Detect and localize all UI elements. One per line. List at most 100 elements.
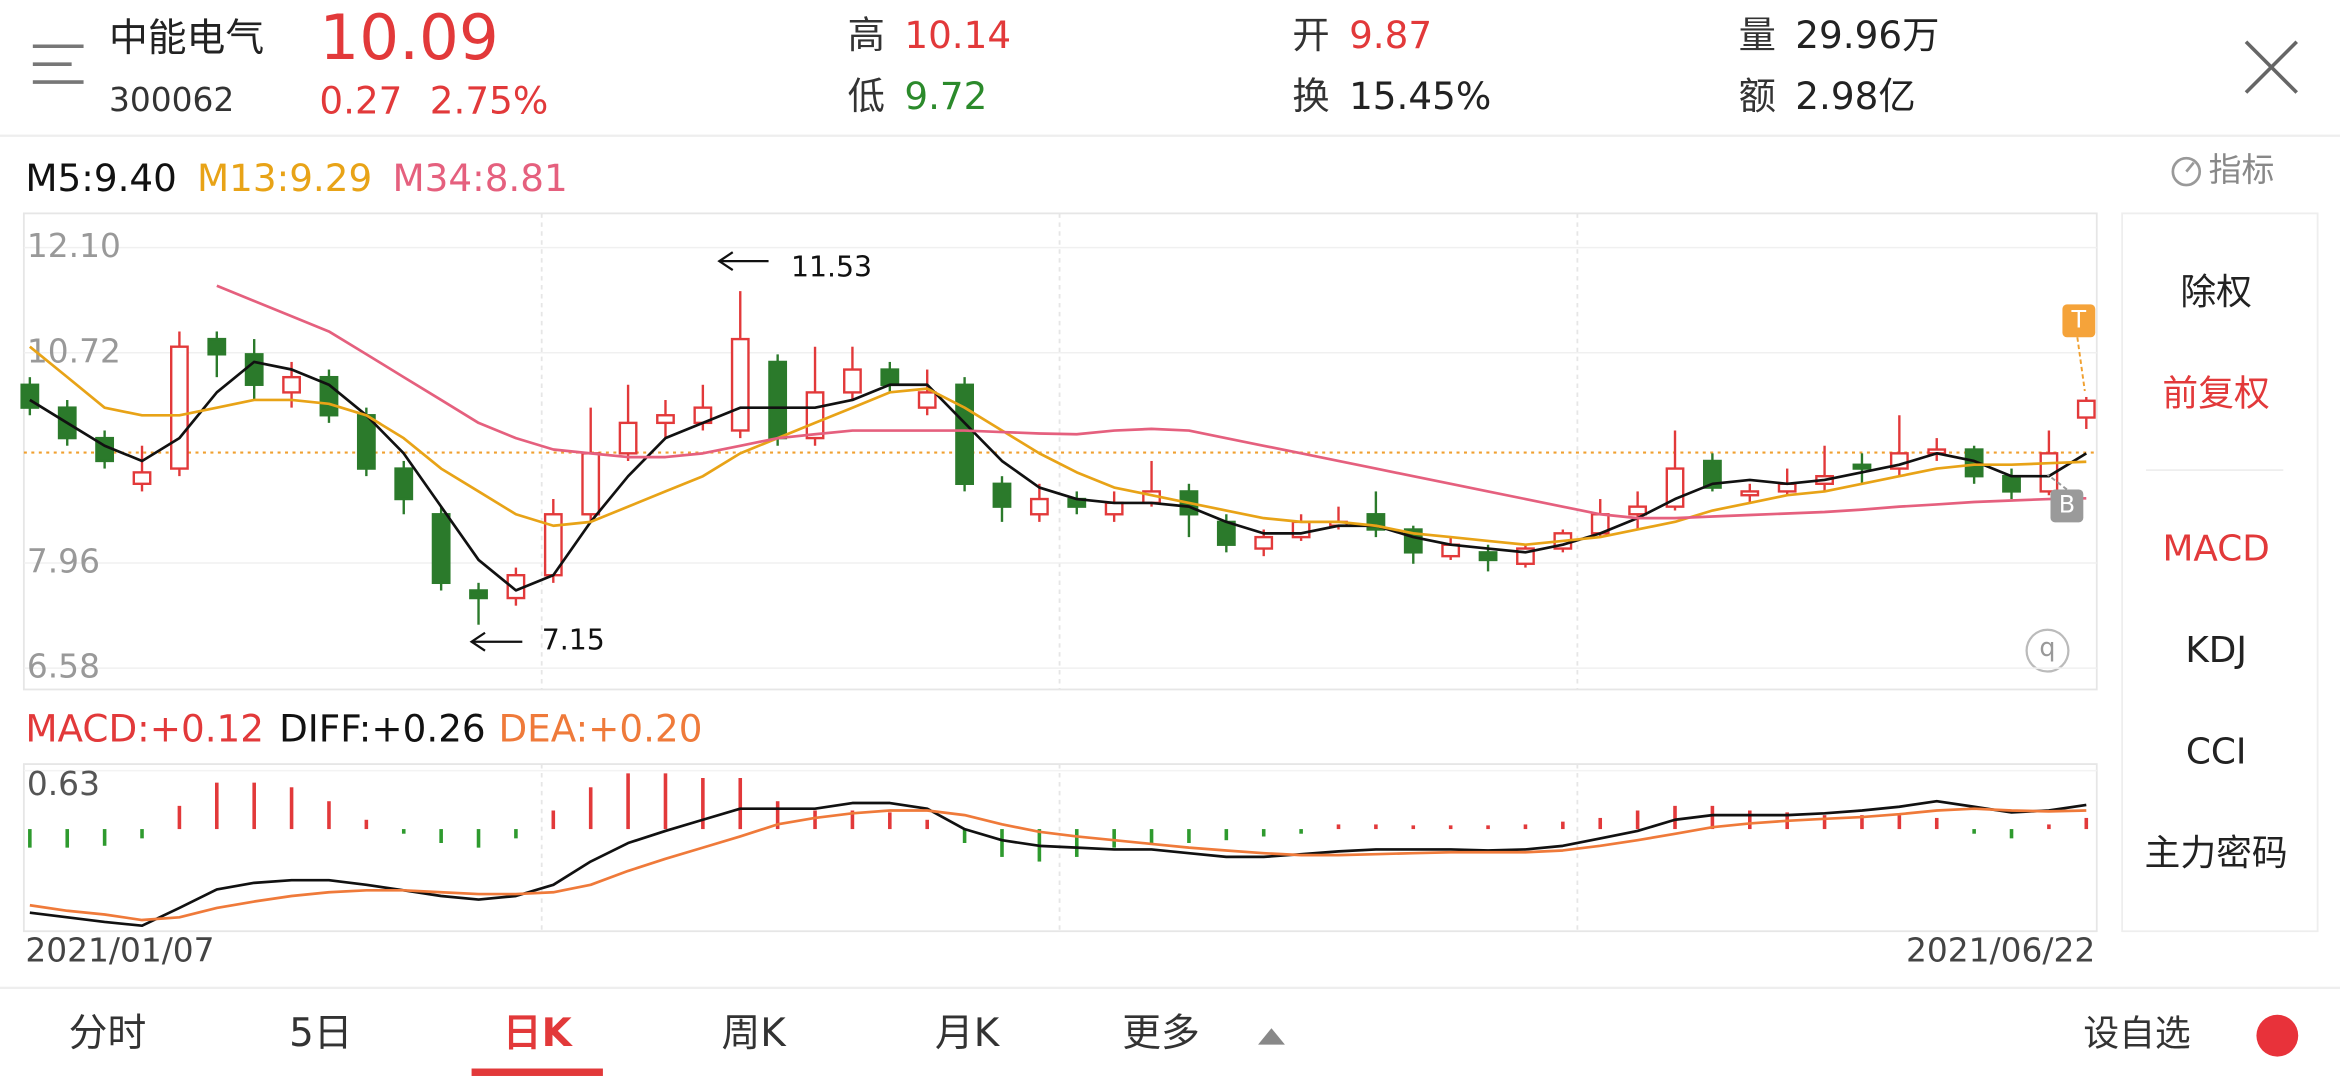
candle-body — [581, 452, 601, 516]
candle-body — [2076, 399, 2096, 419]
candle-body — [1104, 501, 1124, 516]
macd-legend: MACD:+0.12 — [25, 707, 264, 751]
marker-t — [2062, 304, 2096, 338]
candle-body — [170, 345, 189, 470]
stat-label: 换 — [1292, 74, 1329, 118]
stock-code: 300062 — [109, 81, 234, 119]
indicator-button[interactable]: 指标 — [2171, 151, 2275, 189]
stat-label: 高 — [848, 13, 885, 57]
marker-t-label: T — [2071, 305, 2087, 333]
side-menu-item[interactable]: MACD — [2162, 529, 2269, 570]
x-date-label: 2021/01/07 — [25, 932, 214, 970]
y-tick-label: 7.96 — [27, 543, 100, 581]
candle-body — [955, 383, 975, 485]
tab[interactable]: 分时 — [69, 1011, 147, 1056]
side-menu-item[interactable]: KDJ — [2185, 630, 2247, 671]
candle-body — [730, 337, 750, 432]
stat-value: 2.98亿 — [1795, 74, 1915, 118]
ma-line — [29, 360, 2088, 592]
gauge-needle — [2185, 161, 2195, 173]
candle-body — [805, 391, 825, 440]
candle-body — [356, 414, 376, 470]
candle-body — [1702, 459, 1722, 489]
ma-legend: M13:9.29 — [197, 156, 372, 200]
annotation-arrowhead — [469, 631, 486, 652]
stat-label: 额 — [1739, 74, 1776, 118]
zoom-circle — [2025, 628, 2070, 673]
candle-body — [282, 375, 301, 394]
candle-body — [618, 421, 638, 455]
tab[interactable]: 月K — [935, 1011, 1001, 1056]
macd-line — [29, 799, 2087, 928]
ma-line — [28, 345, 2087, 547]
ma-line — [216, 284, 2087, 520]
stat-label: 开 — [1292, 13, 1329, 57]
x-date-label: 2021/06/22 — [1906, 932, 2095, 970]
candle-body — [1478, 551, 1498, 562]
candle-body — [2002, 474, 2021, 493]
marker-link — [2046, 473, 2068, 491]
side-menu-item[interactable]: 前复权 — [2162, 373, 2269, 414]
macd-legend: DIFF:+0.26 — [279, 707, 486, 751]
watchlist-button[interactable]: 设自选 — [2083, 1014, 2190, 1055]
tab[interactable]: 周K — [722, 1011, 788, 1056]
side-menu-item[interactable]: 除权 — [2180, 272, 2252, 313]
candle-body — [431, 513, 451, 585]
stat-value: 10.14 — [904, 13, 1011, 57]
ma-legend: M34:8.81 — [392, 156, 567, 200]
macd-legend: DEA:+0.20 — [498, 707, 702, 751]
record-button[interactable] — [2256, 1014, 2299, 1057]
price-change: 0.27 — [319, 78, 402, 122]
candle-body — [1291, 520, 1311, 539]
tab-underline — [471, 1068, 603, 1076]
stat-label: 低 — [848, 74, 885, 118]
macd-line — [29, 807, 2087, 922]
indicator-label: 指标 — [2209, 151, 2275, 189]
candle-body — [394, 467, 414, 501]
candle-body — [469, 589, 488, 600]
marker-b — [2050, 489, 2084, 523]
price-change-pct: 2.75% — [430, 78, 548, 122]
candle-body — [1029, 497, 1049, 516]
candle-body — [207, 337, 227, 356]
marker-b-label: B — [2059, 490, 2075, 518]
stock-name: 中能电气 — [109, 16, 264, 61]
candle-body — [1852, 463, 1872, 470]
candle-body — [1964, 448, 1984, 478]
tab[interactable]: 日K — [503, 1011, 574, 1056]
stock-price: 10.09 — [319, 1, 498, 74]
close-button[interactable] — [2244, 40, 2298, 94]
tab[interactable]: 更多 — [1122, 1011, 1200, 1056]
more-arrow — [1258, 1028, 1285, 1045]
y-tick-label: 6.58 — [27, 648, 100, 686]
annotation-label: 7.15 — [542, 624, 605, 657]
tab[interactable]: 5日 — [289, 1011, 352, 1056]
menu-icon[interactable] — [32, 44, 84, 84]
candle-body — [1216, 520, 1236, 546]
candle-body — [244, 353, 264, 386]
stat-value: 29.96万 — [1795, 13, 1939, 57]
marker-link — [2076, 337, 2086, 392]
candle-body — [656, 414, 675, 425]
zoom-glyph: q — [2039, 632, 2055, 662]
candle-body — [880, 368, 900, 386]
candle-body — [768, 360, 788, 440]
annotation-label: 11.53 — [791, 251, 872, 284]
side-menu-item[interactable]: CCI — [2186, 732, 2247, 773]
candle-body — [1254, 535, 1274, 550]
side-menu-panel — [2121, 212, 2319, 933]
stat-value: 9.72 — [904, 74, 987, 118]
candle-body — [917, 391, 937, 409]
y-tick-label: 0.63 — [27, 765, 100, 803]
candle-body — [1740, 490, 1760, 497]
stat-label: 量 — [1739, 13, 1776, 57]
zoom-icon[interactable]: q — [2025, 628, 2070, 673]
side-menu-item[interactable]: 主力密码 — [2145, 833, 2288, 874]
gauge-icon — [2171, 156, 2202, 187]
close-stroke — [2244, 40, 2298, 94]
candle-body — [1628, 505, 1648, 516]
ma-legend: M5:9.40 — [25, 156, 177, 200]
